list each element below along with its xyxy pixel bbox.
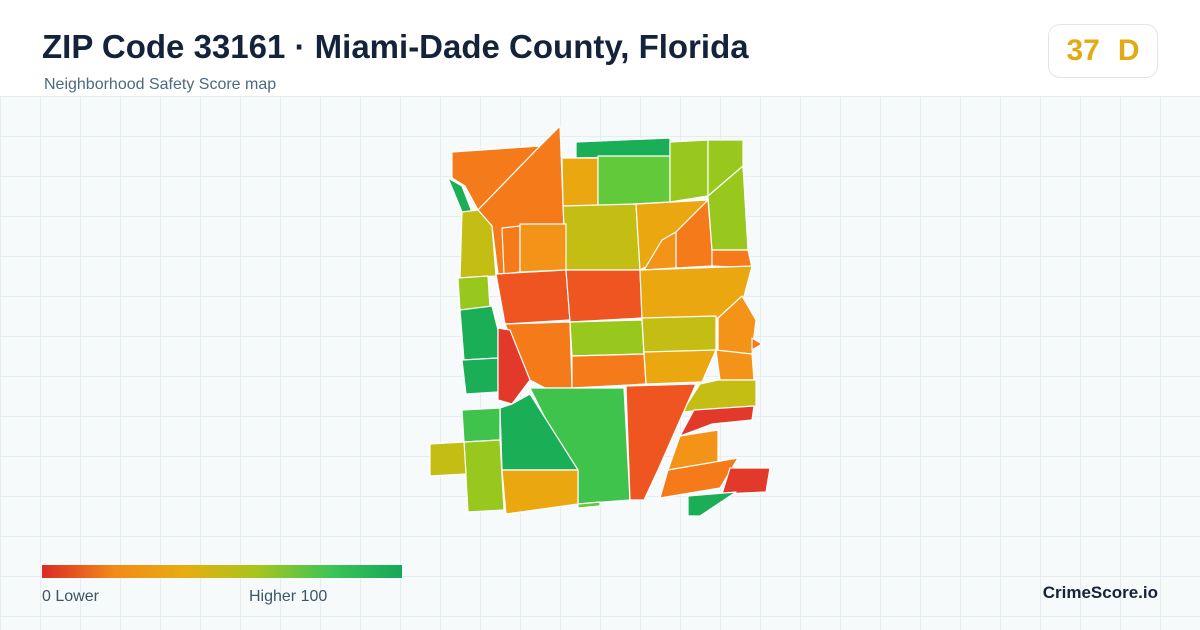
- legend-min-label: 0 Lower: [42, 588, 99, 605]
- map-block[interactable]: [679, 405, 755, 437]
- map-block[interactable]: [519, 223, 567, 273]
- map-block[interactable]: [429, 441, 467, 477]
- brand-logo-text: CrimeScore.io: [1042, 583, 1158, 602]
- map-block[interactable]: [463, 439, 505, 513]
- map-block[interactable]: [459, 305, 499, 361]
- map-block[interactable]: [461, 407, 501, 443]
- map-block[interactable]: [571, 353, 647, 389]
- map-block[interactable]: [643, 349, 717, 385]
- map-block[interactable]: [751, 337, 763, 351]
- map-block[interactable]: [561, 157, 599, 207]
- map-block[interactable]: [575, 137, 671, 159]
- legend-gradient-bar: [42, 565, 402, 578]
- legend-max-label: Higher 100: [249, 588, 328, 605]
- page-title: ZIP Code 33161 · Miami-Dade County, Flor…: [42, 28, 749, 65]
- map-block[interactable]: [495, 269, 571, 325]
- map-block[interactable]: [569, 319, 645, 357]
- map-block[interactable]: [597, 155, 671, 207]
- map-block[interactable]: [461, 357, 499, 395]
- map-block[interactable]: [641, 315, 717, 355]
- safety-score-grade: D: [1117, 34, 1140, 67]
- map-block[interactable]: [711, 249, 753, 269]
- page-subtitle: Neighborhood Safety Score map: [44, 76, 277, 93]
- map-block[interactable]: [721, 467, 771, 495]
- map-block[interactable]: [625, 383, 697, 501]
- map-block[interactable]: [715, 349, 755, 381]
- map-block[interactable]: [643, 231, 677, 271]
- header: [0, 0, 1200, 96]
- map-block[interactable]: [565, 269, 643, 323]
- map-block[interactable]: [501, 469, 579, 515]
- map-block[interactable]: [501, 225, 521, 275]
- map-block[interactable]: [497, 327, 531, 405]
- map-block[interactable]: [577, 501, 601, 509]
- map-block[interactable]: [669, 139, 709, 203]
- safety-score-value: 37: [1066, 34, 1100, 67]
- map-block[interactable]: [457, 275, 491, 311]
- map-block[interactable]: [459, 209, 497, 279]
- map-block[interactable]: [687, 491, 737, 517]
- map-block[interactable]: [659, 457, 739, 499]
- safety-score-badge: 37 D: [1048, 24, 1158, 78]
- map-block[interactable]: [451, 145, 541, 211]
- map-block[interactable]: [562, 203, 641, 271]
